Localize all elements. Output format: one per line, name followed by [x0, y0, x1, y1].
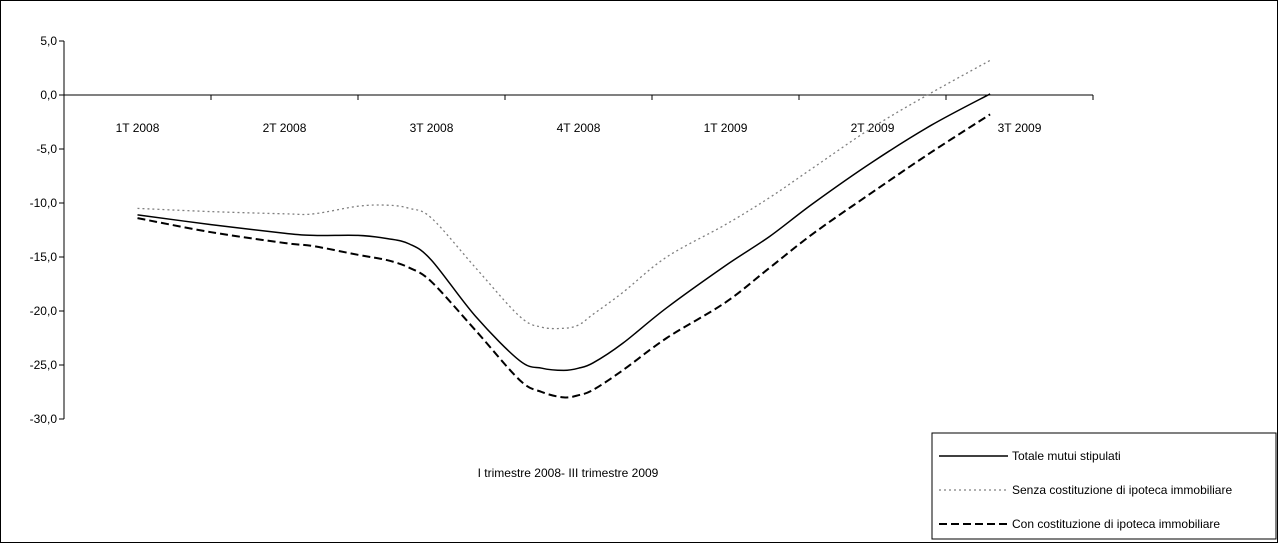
y-tick-label: -20,0 — [30, 304, 58, 318]
y-tick-label: -25,0 — [30, 358, 58, 372]
series-line-con-ipoteca — [137, 113, 991, 399]
legend-box — [931, 432, 1277, 540]
legend-label-senza-ipoteca: Senza costituzione di ipoteca immobiliar… — [1012, 483, 1232, 497]
y-tick-label: 0,0 — [40, 88, 57, 102]
x-tick-label: 3T 2008 — [410, 121, 454, 135]
series-line-totale-mutui-stipulati — [137, 93, 991, 372]
legend-label-con-ipoteca: Con costituzione di ipoteca immobiliare — [1012, 517, 1220, 531]
y-tick-label: -10,0 — [30, 196, 58, 210]
x-axis: 1T 2008 2T 2008 3T 2008 4T 2008 1T 2009 2T 20… — [63, 94, 1094, 135]
y-tick-label: -15,0 — [30, 250, 58, 264]
y-tick-label: 5,0 — [40, 34, 57, 48]
x-tick-label: 1T 2009 — [704, 121, 748, 135]
legend: Totale mutui stipulati Senza costituzione… — [931, 432, 1277, 540]
y-tick-label: -5,0 — [36, 142, 57, 156]
x-tick-label: 4T 2008 — [557, 121, 601, 135]
y-tick-label: -30,0 — [30, 412, 58, 426]
legend-label-totale-mutui-stipulati: Totale mutui stipulati — [1012, 449, 1121, 463]
x-axis-title: I trimestre 2008- III trimestre 2009 — [478, 466, 659, 480]
y-axis: 5,0 0,0 -5,0 -10,0 -15,0 -20,0 -25,0 -30,0 — [30, 34, 65, 426]
x-tick-label: 1T 2008 — [116, 121, 160, 135]
series-layer — [137, 59, 991, 399]
x-tick-label: 3T 2009 — [998, 121, 1042, 135]
x-tick-label: 2T 2008 — [263, 121, 307, 135]
series-line-senza-ipoteca — [137, 59, 991, 330]
